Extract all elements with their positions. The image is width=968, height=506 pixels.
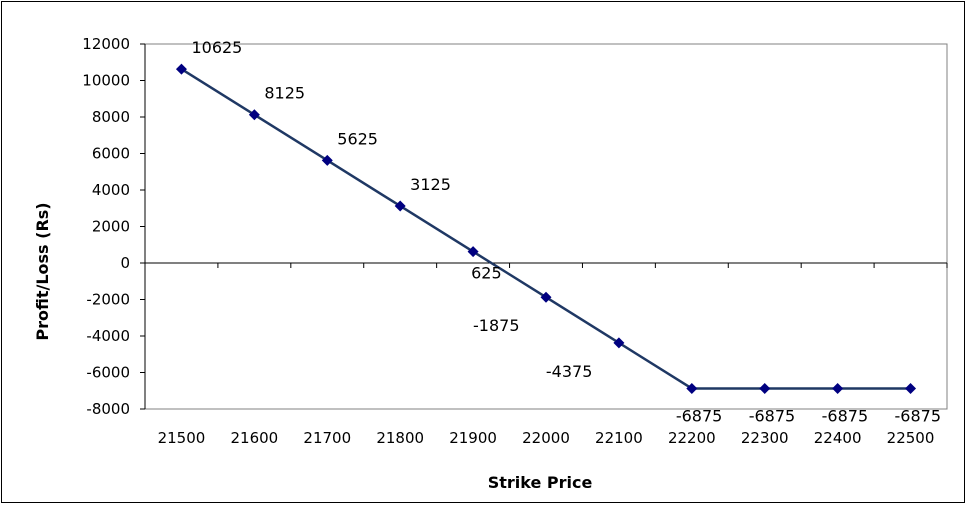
data-point-marker <box>321 154 333 166</box>
x-axis: 21500 21600 21700 21800 21900 22000 22100 22200… <box>144 263 948 447</box>
data-label: 625 <box>471 264 502 283</box>
x-tick-label: 22100 <box>595 429 643 447</box>
data-markers <box>175 63 917 394</box>
data-point-marker <box>686 382 698 394</box>
data-point-marker <box>905 382 917 394</box>
data-label: -6875 <box>895 406 942 425</box>
x-tick-label: 22000 <box>522 429 570 447</box>
data-point-marker <box>613 337 625 349</box>
x-tick-label: 22200 <box>668 429 716 447</box>
data-point-marker <box>175 63 187 75</box>
data-label: -6875 <box>676 406 723 425</box>
data-point-marker <box>467 246 479 258</box>
y-tick-label: 4000 <box>92 181 130 199</box>
x-axis-title: Strike Price <box>488 473 593 492</box>
x-tick-label: 21700 <box>303 429 351 447</box>
data-point-marker <box>832 382 844 394</box>
data-point-marker <box>540 291 552 303</box>
data-label: 10625 <box>191 38 242 57</box>
y-tick-label: 8000 <box>92 108 130 126</box>
y-tick-label: -8000 <box>86 400 130 418</box>
data-labels: 10625 8125 5625 3125 625 -1875 -4375 -6875 -6875… <box>191 38 941 425</box>
x-tick-label: 21900 <box>449 429 497 447</box>
y-tick-label: -2000 <box>86 291 130 309</box>
x-tick-label: 22400 <box>814 429 862 447</box>
data-label: 5625 <box>337 129 378 148</box>
y-tick-label: 0 <box>120 254 130 272</box>
data-label: -4375 <box>546 362 593 381</box>
data-point-marker <box>759 382 771 394</box>
x-tick-label: 22300 <box>741 429 789 447</box>
x-tick-label: 21500 <box>158 429 206 447</box>
series-line <box>180 68 911 390</box>
data-point-marker <box>394 200 406 212</box>
y-tick-label: 6000 <box>92 145 130 163</box>
data-label: -1875 <box>473 316 520 335</box>
data-point-marker <box>248 109 260 121</box>
y-tick-label: -4000 <box>86 327 130 345</box>
data-label: -6875 <box>749 406 796 425</box>
x-tick-label: 21600 <box>231 429 279 447</box>
data-label: 8125 <box>264 84 305 103</box>
x-tick-label: 21800 <box>376 429 424 447</box>
y-tick-label: -6000 <box>86 364 130 382</box>
data-label: -6875 <box>822 406 869 425</box>
data-label: 3125 <box>410 175 451 194</box>
y-axis-title: Profit/Loss (Rs) <box>33 202 52 340</box>
y-tick-label: 2000 <box>92 218 130 236</box>
y-tick-label: 10000 <box>82 72 130 90</box>
x-tick-label: 22500 <box>887 429 935 447</box>
y-axis: 12000 10000 8000 6000 4000 2000 0 -2000 -4000 -60… <box>82 35 146 418</box>
y-tick-label: 12000 <box>82 35 130 53</box>
